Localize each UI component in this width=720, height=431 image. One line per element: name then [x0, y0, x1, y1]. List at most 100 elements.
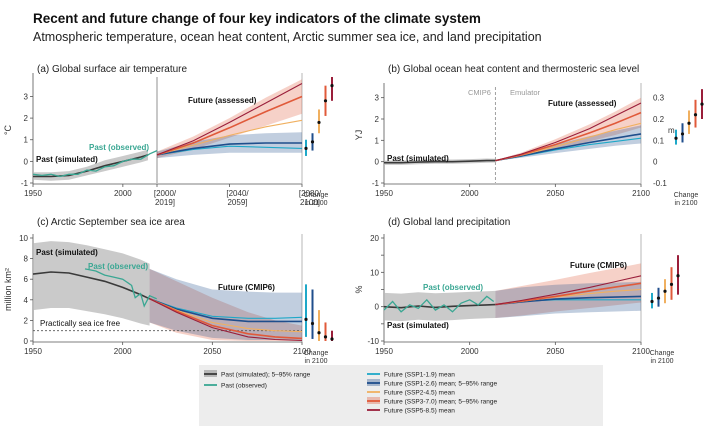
- annotation-d: Future (CMIP6): [570, 261, 627, 270]
- annotation-a: Past (simulated): [36, 155, 98, 164]
- y-axis-label-c: million km²: [3, 268, 13, 311]
- right-tick-label-b: -0.1: [653, 179, 667, 188]
- change-label-d: Change in 2100: [650, 350, 675, 365]
- annotation-a: Future (assessed): [188, 96, 257, 105]
- legend-label: Future (SSP3-7.0) mean; 5–95% range: [384, 399, 497, 406]
- ssp370-band-d: [495, 263, 641, 318]
- change-mean-ssp126-c: [310, 321, 315, 326]
- figure-subtitle: Atmospheric temperature, ocean heat cont…: [33, 30, 542, 44]
- x-tick-label-c: 2050: [203, 347, 221, 356]
- annotation-b: Future (assessed): [548, 99, 617, 108]
- y-tick-label-c: 2: [24, 316, 29, 325]
- x-tick-label-d: 2100: [632, 347, 650, 356]
- y-tick-label-b: 1: [375, 136, 380, 145]
- x-tick-label-c: 1950: [24, 347, 42, 356]
- ssp370-line-a: [156, 95, 303, 156]
- legend-label: Future (SSP5-8.5) mean: [384, 408, 455, 415]
- y-tick-label-b: 0: [375, 158, 380, 167]
- legend-label: Future (SSP1-2.6) mean; 5–95% range: [384, 381, 497, 388]
- change-mean-ssp119-b: [674, 136, 678, 140]
- annotation-c: Past (observed): [88, 262, 148, 271]
- panel-title-c: (c) Arctic September sea ice area: [37, 217, 185, 228]
- x-tick-label-b: 1950: [375, 189, 393, 198]
- change-mean-ssp119-a: [304, 146, 308, 150]
- change-mean-ssp245-d: [663, 289, 667, 293]
- y-tick-label-b: 2: [375, 115, 380, 124]
- past-simulated-line-c: [32, 271, 150, 300]
- change-mean-ssp370-a: [323, 99, 328, 103]
- change-label-a: Change in 2100: [304, 192, 329, 207]
- ssp585-line-a: [156, 83, 303, 156]
- ssp585-line-d: [495, 275, 642, 306]
- annotation-d: Past (simulated): [387, 321, 449, 330]
- past-simulated-line-b: [384, 159, 496, 164]
- ssp245-line-a: [156, 119, 303, 156]
- legend-label: Future (SSP2-4.5) mean: [384, 390, 455, 397]
- y-tick-label-a: 3: [24, 92, 29, 101]
- change-label-b: Change in 2100: [674, 192, 699, 207]
- annotation-d: Past (observed): [423, 283, 483, 292]
- change-mean-ssp245-a: [317, 120, 321, 125]
- x-tick-label-c: 2100: [293, 347, 311, 356]
- change-mean-ssp585-d: [676, 274, 680, 278]
- y-tick-label-b: -1: [372, 179, 380, 188]
- legend-label: Past (simulated); 5–95% range: [221, 372, 311, 379]
- x-tick-label-d: 2050: [546, 347, 564, 356]
- right-axis-label-b: m: [668, 126, 675, 135]
- x-tick-label-b: 2100: [632, 189, 650, 198]
- y-tick-label-d: 10: [370, 268, 379, 277]
- y-tick-label-c: 4: [24, 296, 29, 305]
- right-tick-label-b: 0: [653, 158, 658, 167]
- change-mean-ssp370-b: [693, 113, 698, 117]
- change-mean-ssp245-c: [317, 331, 321, 335]
- legend-label: Past (observed): [221, 383, 267, 390]
- y-tick-label-c: 6: [24, 275, 29, 284]
- change-mean-ssp126-b: [680, 132, 685, 136]
- y-axis-label-b: YJ: [354, 130, 364, 141]
- y-tick-label-b: 3: [375, 94, 380, 103]
- legend-box: [199, 365, 603, 426]
- legend: Past (simulated); 5–95% range Past (obser…: [199, 365, 603, 426]
- panel-title-b: (b) Global ocean heat content and thermo…: [388, 64, 639, 75]
- y-tick-label-c: 10: [19, 234, 28, 243]
- x-tick-label-c: 2000: [114, 347, 132, 356]
- y-tick-label-d: -10: [367, 337, 379, 346]
- x-tick-label-b: 2000: [461, 189, 479, 198]
- change-mean-ssp126-d: [656, 296, 661, 300]
- past-simulated-band-c: [33, 241, 150, 326]
- ssp126-band-a: [157, 132, 302, 159]
- ssp126-band-c: [149, 268, 302, 340]
- panel-c: (c) Arctic September sea ice area 0 2 4 6 8 10…: [3, 217, 334, 365]
- y-tick-label-d: 0: [375, 303, 380, 312]
- annotation-b: CMIP6: [468, 88, 491, 97]
- annotation-b: Past (simulated): [387, 154, 449, 163]
- y-tick-label-c: 8: [24, 255, 29, 264]
- x-tick-label-a: [2000/2019]: [154, 189, 177, 207]
- change-mean-ssp370-d: [669, 282, 674, 286]
- past-simulated-band-d: [384, 290, 496, 322]
- ssp370-line-c: [149, 298, 303, 340]
- past-simulated-band-a: [33, 149, 148, 181]
- change-mean-ssp245-b: [687, 121, 691, 125]
- change-mean-ssp119-d: [650, 299, 654, 304]
- ssp585-line-b: [495, 102, 642, 162]
- past-observed-line-a: [32, 150, 158, 178]
- annotation-c: Past (simulated): [36, 248, 98, 257]
- change-mean-ssp119-c: [304, 317, 308, 321]
- panel-title-d: (d) Global land precipitation: [388, 217, 510, 228]
- annotation-b: Emulator: [510, 88, 541, 97]
- y-tick-label-a: 1: [24, 136, 29, 145]
- ssp126-line-a: [156, 142, 302, 156]
- change-mean-ssp585-c: [330, 337, 334, 341]
- change-mean-ssp370-c: [323, 335, 328, 339]
- y-tick-label-c: 0: [24, 337, 29, 346]
- annotation-a: Past (observed): [89, 143, 149, 152]
- x-tick-label-a: 1950: [24, 189, 42, 198]
- ssp126-line-c: [149, 298, 302, 323]
- ssp119-line-c: [149, 298, 303, 319]
- y-tick-label-d: 20: [370, 234, 379, 243]
- past-observed-line-d: [383, 295, 495, 313]
- ssp370-band-a: [157, 79, 302, 159]
- annotation-c: Future (CMIP6): [218, 283, 275, 292]
